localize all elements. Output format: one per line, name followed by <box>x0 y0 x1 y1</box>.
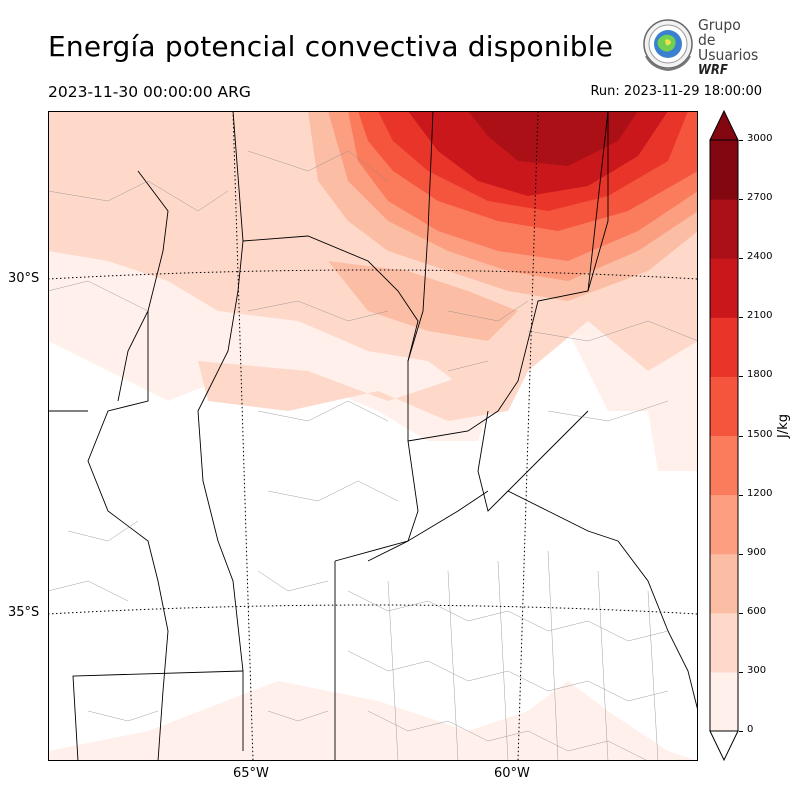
colorbar-tick-label: 900 <box>747 546 767 558</box>
colorbar-tick-mark <box>739 376 743 378</box>
colorbar-tick-label: 1500 <box>747 428 773 440</box>
colorbar-tick-label: 600 <box>747 605 767 617</box>
cape-fill <box>48 111 698 761</box>
colorbar-band <box>710 140 738 200</box>
colorbar-tick-mark <box>739 258 743 260</box>
wrf-logo: Grupo de Usuarios WRF <box>638 16 758 78</box>
logo-text: Grupo de Usuarios WRF <box>698 16 759 78</box>
colorbar-band <box>710 671 738 732</box>
map-frame <box>48 111 698 761</box>
department-borders <box>47 150 699 762</box>
logo-line3: WRF <box>698 63 728 78</box>
colorbar-tick-mark <box>739 731 743 732</box>
map-canvas <box>47 110 699 762</box>
graticule <box>47 110 699 762</box>
lat-label-30s: 30°S <box>8 271 40 286</box>
colorbar-tick-mark <box>739 494 743 496</box>
colorbar-band <box>710 612 738 673</box>
colorbar-frame <box>709 139 739 732</box>
cape-map <box>47 110 699 762</box>
colorbar-band <box>710 258 738 318</box>
colorbar-unit: J/kg <box>776 414 791 438</box>
colorbar-extend-top <box>709 110 739 141</box>
globe-logo-icon <box>643 19 693 72</box>
colorbar-tick-label: 0 <box>747 724 754 735</box>
colorbar-bands <box>710 140 738 732</box>
colorbar-band <box>710 317 738 377</box>
lat-label-35s: 35°S <box>8 605 40 620</box>
colorbar-tick-label: 2400 <box>747 251 773 263</box>
colorbar-band <box>710 376 738 436</box>
lon-label-65w: 65°W <box>233 766 269 781</box>
colorbar-band <box>710 199 738 259</box>
colorbar-tick-label: 2700 <box>747 192 773 204</box>
colorbar-band <box>710 494 738 555</box>
logo-line1: Grupo de <box>698 16 741 49</box>
logo-line2: Usuarios <box>698 46 759 64</box>
colorbar-tick-mark <box>739 435 743 437</box>
colorbar-tick-label: 1800 <box>747 369 773 381</box>
colorbar-tick-mark <box>739 199 743 201</box>
valid-time: 2023-11-30 00:00:00 ARG <box>48 83 251 101</box>
lon-label-60w: 60°W <box>494 766 530 781</box>
colorbar-extend-bottom <box>709 730 739 762</box>
colorbar-tick-label: 300 <box>747 664 767 676</box>
page-title: Energía potencial convectiva disponible <box>48 30 614 63</box>
colorbar-band <box>710 435 738 496</box>
run-time: Run: 2023-11-29 18:00:00 <box>590 84 762 99</box>
colorbar-tick-label: 3000 <box>747 133 773 144</box>
colorbar-tick-mark <box>739 553 743 555</box>
colorbar <box>709 110 739 762</box>
colorbar-tick-label: 1200 <box>747 487 773 499</box>
colorbar-tick-mark <box>739 140 743 141</box>
colorbar-tick-mark <box>739 317 743 319</box>
colorbar-tick-label: 2100 <box>747 310 773 322</box>
colorbar-band <box>710 553 738 614</box>
colorbar-tick-mark <box>739 671 743 673</box>
colorbar-tick-mark <box>739 612 743 614</box>
